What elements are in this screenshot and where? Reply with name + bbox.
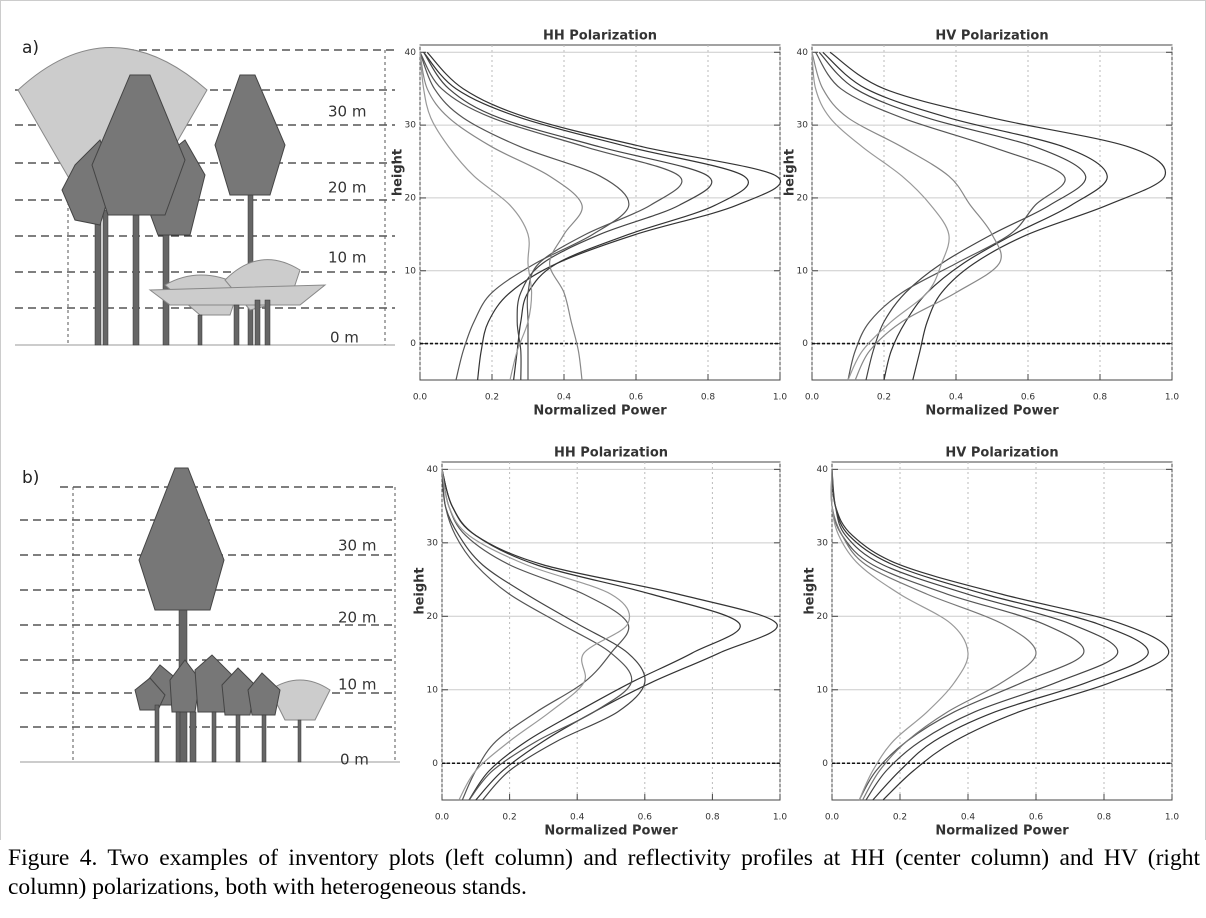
x-tick-label: 0.8	[1097, 813, 1112, 823]
y-tick-label: 30	[405, 121, 417, 131]
y-tick-label: 20	[427, 612, 439, 622]
x-tick-label: 1.0	[773, 393, 788, 403]
x-tick-label: 0.4	[961, 813, 976, 823]
plot-frame	[812, 45, 1172, 380]
chart-title: HH Polarization	[554, 446, 668, 461]
height-label: 20 m	[338, 609, 376, 627]
x-tick-label: 0.6	[1021, 393, 1036, 403]
y-tick-label: 10	[427, 685, 439, 695]
plot-frame	[832, 462, 1172, 800]
chart: 0.0 0.2 0.4 0.6 0.8 1.0 0 10 20 30 40	[817, 462, 1180, 823]
x-tick-label: 0.0	[413, 393, 428, 403]
x-tick-label: 0.8	[1093, 393, 1108, 403]
x-tick-label: 0.2	[485, 393, 499, 403]
chart-title: HH Polarization	[543, 29, 657, 44]
x-axis-label: Normalized Power	[925, 404, 1059, 419]
x-tick-label: 1.0	[773, 813, 788, 823]
y-tick-label: 20	[405, 193, 417, 203]
x-tick-label: 0.2	[877, 393, 891, 403]
chart: 0.0 0.2 0.4 0.6 0.8 1.0 0 10 20 30 40	[797, 45, 1180, 403]
x-tick-label: 0.4	[570, 813, 585, 823]
chart-title: HV Polarization	[945, 446, 1058, 461]
x-axis-label: Normalized Power	[935, 824, 1069, 839]
y-tick-label: 30	[817, 538, 829, 548]
height-label: 30 m	[328, 103, 366, 121]
y-axis-label: height	[783, 149, 798, 196]
x-tick-label: 0.8	[705, 813, 720, 823]
height-label: 0 m	[340, 751, 369, 769]
y-tick-label: 40	[427, 465, 439, 475]
x-tick-label: 0.6	[1029, 813, 1044, 823]
page: {"diagrams": [ {"label": "a)", "heights"…	[0, 0, 1206, 918]
y-tick-label: 0	[822, 759, 828, 769]
height-label: 20 m	[328, 179, 366, 197]
y-tick-label: 30	[427, 538, 439, 548]
y-tick-label: 10	[817, 685, 829, 695]
panel-label: b)	[22, 468, 39, 488]
x-tick-label: 0.2	[502, 813, 516, 823]
y-tick-label: 0	[410, 339, 416, 349]
chart-title: HV Polarization	[935, 29, 1048, 44]
x-tick-label: 1.0	[1165, 393, 1180, 403]
x-axis-label: Normalized Power	[533, 404, 667, 419]
figure-caption: Figure 4. Two examples of inventory plot…	[8, 844, 1200, 902]
height-label: 30 m	[338, 537, 376, 555]
x-tick-label: 0.0	[805, 393, 820, 403]
x-tick-label: 0.8	[701, 393, 716, 403]
x-tick-label: 0.2	[893, 813, 907, 823]
x-tick-label: 0.6	[629, 393, 644, 403]
x-tick-label: 1.0	[1165, 813, 1180, 823]
y-tick-label: 30	[797, 121, 809, 131]
y-tick-label: 0	[802, 339, 808, 349]
y-tick-label: 20	[817, 612, 829, 622]
y-axis-label: height	[391, 149, 406, 196]
height-label: 10 m	[338, 676, 376, 694]
x-tick-label: 0.4	[949, 393, 964, 403]
y-tick-label: 20	[797, 193, 809, 203]
x-tick-label: 0.6	[638, 813, 653, 823]
x-tick-label: 0.4	[557, 393, 572, 403]
height-label: 10 m	[328, 249, 366, 267]
panel-label: a)	[22, 38, 39, 58]
y-tick-label: 40	[797, 48, 809, 58]
y-tick-label: 40	[817, 465, 829, 475]
chart: 0.0 0.2 0.4 0.6 0.8 1.0 0 10 20 30 40	[427, 462, 788, 823]
y-tick-label: 10	[405, 266, 417, 276]
plot-frame	[442, 462, 780, 800]
x-tick-label: 0.0	[435, 813, 450, 823]
y-tick-label: 0	[432, 759, 438, 769]
figure: a) 30 m 20 m 10 m 0 m b) 30 m 20 m 10 m	[0, 0, 1206, 840]
y-tick-label: 10	[797, 266, 809, 276]
y-tick-label: 40	[405, 48, 417, 58]
x-axis-label: Normalized Power	[544, 824, 678, 839]
x-tick-label: 0.0	[825, 813, 840, 823]
height-label: 0 m	[330, 329, 359, 347]
y-axis-label: height	[413, 567, 428, 614]
y-axis-label: height	[803, 567, 818, 614]
